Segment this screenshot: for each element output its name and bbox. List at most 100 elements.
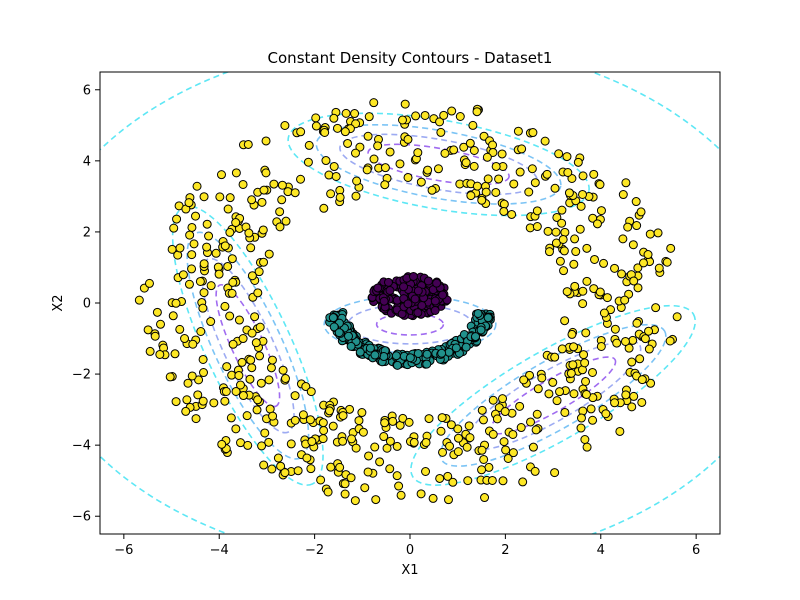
data-point (628, 335, 638, 345)
data-point (499, 437, 509, 447)
data-point (257, 197, 267, 207)
data-point (445, 441, 455, 451)
data-point (392, 360, 402, 370)
data-point (152, 307, 162, 317)
y-axis-ticks: −6 −4 −2 0 2 4 6 (72, 83, 100, 525)
data-point (540, 136, 550, 146)
data-point (196, 326, 206, 336)
data-point (469, 146, 479, 156)
data-point (413, 286, 423, 296)
data-point (570, 281, 580, 291)
data-point (530, 466, 540, 476)
data-point (258, 225, 268, 235)
data-point (662, 257, 672, 267)
data-point (436, 426, 446, 436)
data-point (472, 181, 482, 191)
data-point (194, 375, 204, 385)
data-point (573, 157, 583, 167)
data-point (306, 387, 316, 397)
data-point (579, 350, 589, 360)
data-point (238, 179, 248, 189)
data-point (392, 441, 402, 451)
data-point (575, 224, 585, 234)
data-point (562, 152, 572, 162)
data-point (169, 223, 179, 233)
data-point (473, 308, 483, 318)
data-point (643, 250, 653, 260)
x-axis-ticks: −6 −4 −2 0 2 4 6 (114, 534, 700, 558)
data-point (259, 257, 269, 267)
data-point (453, 447, 463, 457)
data-point (543, 226, 553, 236)
data-point (277, 195, 287, 205)
data-point (370, 442, 380, 452)
data-point (471, 332, 481, 342)
data-point (555, 387, 565, 397)
data-point (632, 221, 642, 231)
data-point (191, 211, 201, 221)
data-point (189, 239, 199, 249)
data-point (391, 351, 401, 361)
data-point (443, 495, 453, 505)
data-point (178, 270, 188, 280)
data-point (413, 308, 423, 318)
data-point (269, 179, 279, 189)
data-point (398, 413, 408, 423)
data-point (421, 467, 431, 477)
data-point (155, 349, 165, 359)
y-tick-label: 2 (83, 225, 91, 240)
contour-line (200, 257, 295, 434)
data-point (408, 271, 418, 281)
data-point (528, 442, 538, 452)
data-point (563, 168, 573, 178)
data-point (595, 180, 605, 190)
data-point (500, 407, 510, 417)
data-point (388, 416, 398, 426)
data-point (350, 148, 360, 158)
data-point (260, 428, 270, 438)
data-point (497, 149, 507, 159)
data-point (436, 127, 446, 137)
x-tick-label: −4 (210, 543, 229, 558)
data-point (256, 378, 266, 388)
data-point (487, 475, 497, 485)
data-point (255, 322, 265, 332)
data-point (369, 154, 379, 164)
data-point (311, 113, 321, 123)
data-point (180, 334, 190, 344)
data-point (228, 339, 238, 349)
data-point (498, 476, 508, 486)
data-point (488, 140, 498, 150)
data-point (264, 249, 274, 259)
data-point (170, 349, 180, 359)
data-point (618, 190, 628, 200)
data-point (145, 346, 155, 356)
data-point (365, 343, 375, 353)
data-point (254, 267, 264, 277)
data-point (290, 415, 300, 425)
data-point (559, 266, 569, 276)
data-point (318, 418, 328, 428)
data-point (326, 462, 336, 472)
data-point (439, 110, 449, 120)
data-point (383, 277, 393, 287)
data-point (275, 207, 285, 217)
data-point (385, 464, 395, 474)
data-point (578, 171, 588, 181)
data-point (264, 375, 274, 385)
data-point (501, 445, 511, 455)
data-point (296, 127, 306, 137)
data-point (392, 471, 402, 481)
data-point (610, 398, 620, 408)
data-point (360, 483, 370, 493)
data-point (488, 429, 498, 439)
data-point (331, 171, 341, 181)
data-point (578, 299, 588, 309)
data-point (252, 405, 262, 415)
data-point (499, 206, 509, 216)
data-point (430, 305, 440, 315)
data-point (531, 425, 541, 435)
data-point (202, 242, 212, 252)
data-point (610, 324, 620, 334)
data-point (644, 344, 654, 354)
